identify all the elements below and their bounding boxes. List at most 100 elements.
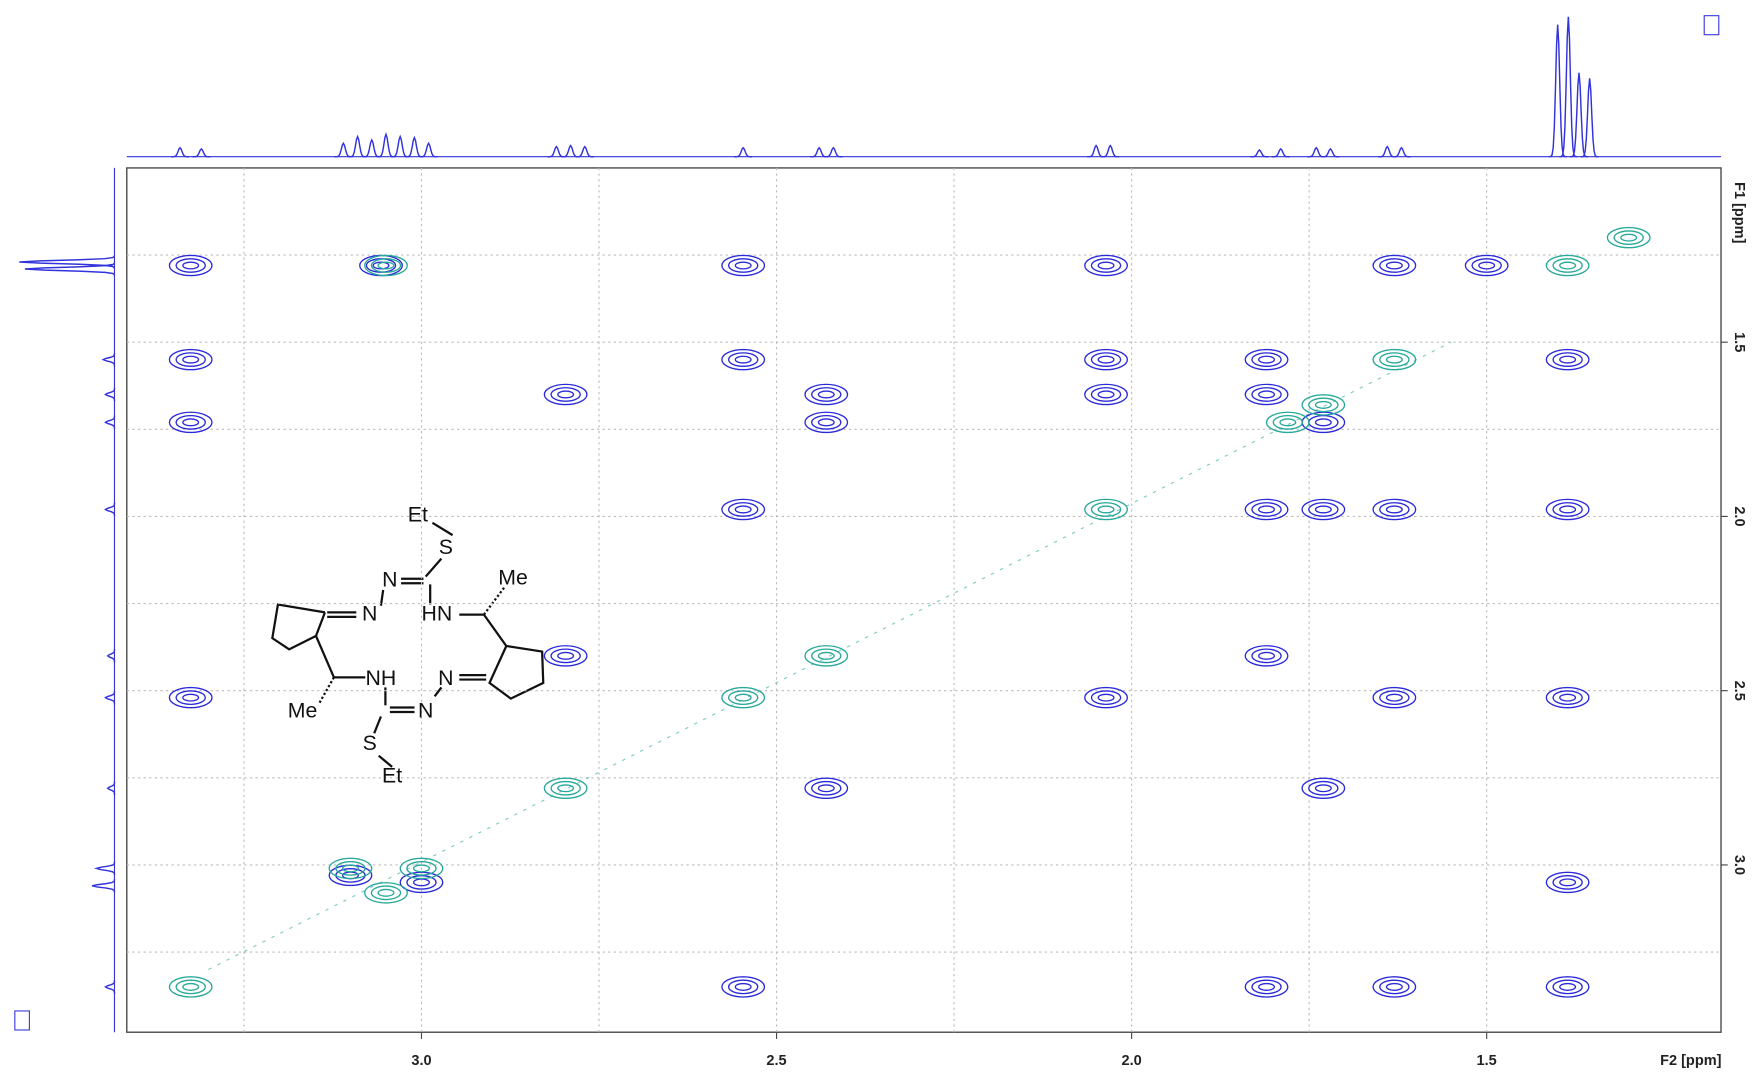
structure-label: HN (422, 601, 453, 625)
projection-peak (103, 353, 114, 366)
x-tick-label: 1.5 (1477, 1053, 1497, 1069)
contour (812, 649, 841, 662)
contour (1309, 416, 1338, 429)
cross-peak (169, 412, 212, 432)
projection-peak (562, 146, 580, 157)
cross-peak (722, 688, 765, 708)
cross-peak (1267, 412, 1310, 432)
projection-peak (106, 980, 115, 993)
y-tick-label: 1.5 (1731, 332, 1747, 352)
structure-label: S (439, 535, 453, 559)
cross-peak (544, 646, 587, 666)
cross-peak (805, 384, 848, 404)
projection-peak (108, 649, 115, 662)
contour (183, 356, 199, 363)
cross-peak (1373, 350, 1416, 370)
projection-peak (1378, 147, 1396, 157)
cross-peak (365, 255, 408, 275)
projection-peak (106, 416, 115, 429)
cross-peak (722, 350, 765, 370)
contour (1098, 506, 1114, 513)
cross-peak (1373, 977, 1416, 997)
projection-peak (420, 143, 438, 156)
cross-peak (1245, 384, 1288, 404)
cross-peak (805, 646, 848, 666)
contour (1252, 649, 1281, 662)
contour (1560, 984, 1576, 991)
contour (1259, 506, 1275, 513)
contour (1380, 503, 1409, 516)
projection-peak (1307, 148, 1325, 157)
structure-label: NH (366, 666, 397, 690)
contour (1553, 980, 1582, 993)
contour (1316, 402, 1332, 409)
cross-peak (722, 977, 765, 997)
contour (1309, 503, 1338, 516)
x-axis-label: F2 [ppm] (1660, 1053, 1722, 1069)
contour (371, 886, 400, 899)
structure-label: N (418, 699, 433, 723)
projection-peak (576, 147, 594, 157)
contour (1091, 503, 1120, 516)
x-tick-label: 2.0 (1121, 1053, 1141, 1069)
cross-peak (169, 688, 212, 708)
projection-peak (106, 503, 115, 516)
contour (1380, 353, 1409, 366)
contour (1387, 694, 1403, 701)
structure-label: Me (498, 565, 528, 589)
cross-peak (169, 350, 212, 370)
contour (183, 694, 199, 701)
projection-peak (171, 148, 189, 157)
contour (176, 416, 205, 429)
contour (1380, 691, 1409, 704)
contour (1252, 980, 1281, 993)
structure-label: Me (288, 699, 318, 723)
contour (558, 785, 574, 792)
cross-peak (1546, 688, 1589, 708)
cross-peak (1302, 778, 1345, 798)
contour (1387, 984, 1403, 991)
contour (1560, 506, 1576, 513)
contour (1560, 879, 1576, 886)
contour (558, 391, 574, 398)
contour (1091, 353, 1120, 366)
contour (1098, 262, 1114, 269)
contour (1098, 391, 1114, 398)
structure-label: N (382, 568, 397, 592)
projection-peak (1321, 149, 1339, 157)
contour (1387, 262, 1403, 269)
contour (551, 782, 580, 795)
contour (818, 391, 834, 398)
contour (1309, 398, 1338, 411)
contour (818, 652, 834, 659)
projection-peak (192, 149, 210, 157)
contour (1387, 506, 1403, 513)
cross-peak (1245, 977, 1288, 997)
cross-peak (1607, 228, 1650, 248)
cross-peak (722, 499, 765, 519)
y-tick-label: 2.0 (1731, 506, 1747, 526)
contour (735, 694, 751, 701)
contour (1316, 419, 1332, 426)
projection-peak (824, 148, 842, 157)
cross-peak (1546, 350, 1589, 370)
contour (1259, 984, 1275, 991)
cross-peak (1546, 977, 1589, 997)
cross-peak (544, 384, 587, 404)
cross-peak (169, 255, 212, 275)
projection-peak (377, 134, 395, 156)
contour (1091, 259, 1120, 272)
cross-peak (1085, 384, 1128, 404)
chart: F2 [ppm] F1 [ppm] 3.02.52.01.51.52.02.53… (0, 0, 1756, 1077)
structure-label: Et (382, 764, 402, 788)
corner-icon (15, 1011, 30, 1030)
cross-peak (1546, 499, 1589, 519)
projection-peak (334, 143, 352, 156)
cross-peak (1373, 255, 1416, 275)
diagonal-trace (208, 342, 1451, 969)
contour (558, 652, 574, 659)
contour (1553, 259, 1582, 272)
contour (812, 416, 841, 429)
structure-label: S (363, 731, 377, 755)
contour (1273, 416, 1302, 429)
